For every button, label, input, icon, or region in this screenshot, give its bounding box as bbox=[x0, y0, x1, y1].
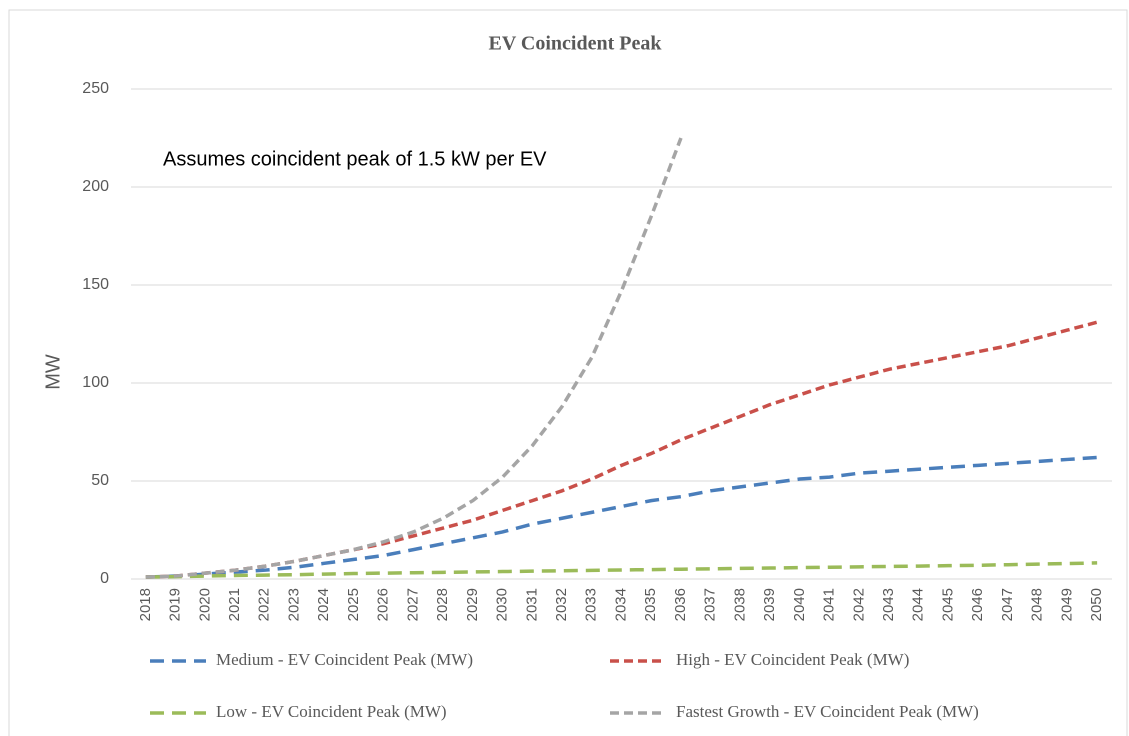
x-tick-label: 2018 bbox=[137, 588, 154, 621]
x-tick-label: 2036 bbox=[672, 588, 689, 621]
series-line bbox=[145, 137, 683, 579]
x-tick-label: 2020 bbox=[196, 588, 213, 621]
legend-label: Fastest Growth - EV Coincident Peak (MW) bbox=[676, 702, 979, 721]
x-tick-label: 2042 bbox=[850, 588, 867, 621]
y-tick-label: 150 bbox=[82, 276, 109, 293]
x-tick-label: 2039 bbox=[761, 588, 778, 621]
y-axis-label: MW bbox=[42, 354, 64, 390]
x-tick-label: 2026 bbox=[375, 588, 392, 621]
x-tick-label: 2038 bbox=[731, 588, 748, 621]
x-tick-label: 2049 bbox=[1058, 588, 1075, 621]
legend-label: Medium - EV Coincident Peak (MW) bbox=[216, 650, 473, 669]
legend-label: High - EV Coincident Peak (MW) bbox=[676, 650, 909, 669]
y-tick-label: 250 bbox=[82, 80, 109, 97]
x-tick-label: 2024 bbox=[315, 588, 332, 621]
series-line bbox=[145, 561, 1098, 579]
x-tick-label: 2031 bbox=[523, 588, 540, 621]
x-tick-label: 2030 bbox=[494, 588, 511, 621]
x-tick-label: 2048 bbox=[1029, 588, 1046, 621]
x-tick-label: 2032 bbox=[553, 588, 570, 621]
x-tick-label: 2025 bbox=[345, 588, 362, 621]
x-tick-label: 2029 bbox=[464, 588, 481, 621]
x-tick-label: 2043 bbox=[880, 588, 897, 621]
y-tick-label: 50 bbox=[91, 472, 109, 489]
x-tick-label: 2027 bbox=[404, 588, 421, 621]
legend-label: Low - EV Coincident Peak (MW) bbox=[216, 702, 447, 721]
annotation: Assumes coincident peak of 1.5 kW per EV bbox=[163, 148, 547, 170]
x-tick-label: 2023 bbox=[285, 588, 302, 621]
x-tick-label: 2035 bbox=[642, 588, 659, 621]
x-tick-label: 2037 bbox=[702, 588, 719, 621]
x-tick-label: 2044 bbox=[910, 588, 927, 621]
series-line bbox=[145, 455, 1098, 579]
x-tick-label: 2028 bbox=[434, 588, 451, 621]
x-tick-label: 2033 bbox=[583, 588, 600, 621]
y-tick-label: 100 bbox=[82, 374, 109, 391]
y-tick-label: 200 bbox=[82, 178, 109, 195]
x-tick-label: 2040 bbox=[791, 588, 808, 621]
chart-frame bbox=[8, 9, 1128, 736]
y-tick-label: 0 bbox=[100, 570, 109, 587]
x-tick-label: 2019 bbox=[167, 588, 184, 621]
chart-title: EV Coincident Peak bbox=[489, 33, 663, 55]
x-tick-label: 2034 bbox=[612, 588, 629, 621]
x-tick-label: 2046 bbox=[969, 588, 986, 621]
x-tick-label: 2050 bbox=[1088, 588, 1105, 621]
x-tick-label: 2045 bbox=[939, 588, 956, 621]
x-tick-label: 2021 bbox=[226, 588, 243, 621]
x-tick-label: 2047 bbox=[999, 588, 1016, 621]
x-tick-label: 2041 bbox=[821, 588, 838, 621]
x-tick-label: 2022 bbox=[256, 588, 273, 621]
